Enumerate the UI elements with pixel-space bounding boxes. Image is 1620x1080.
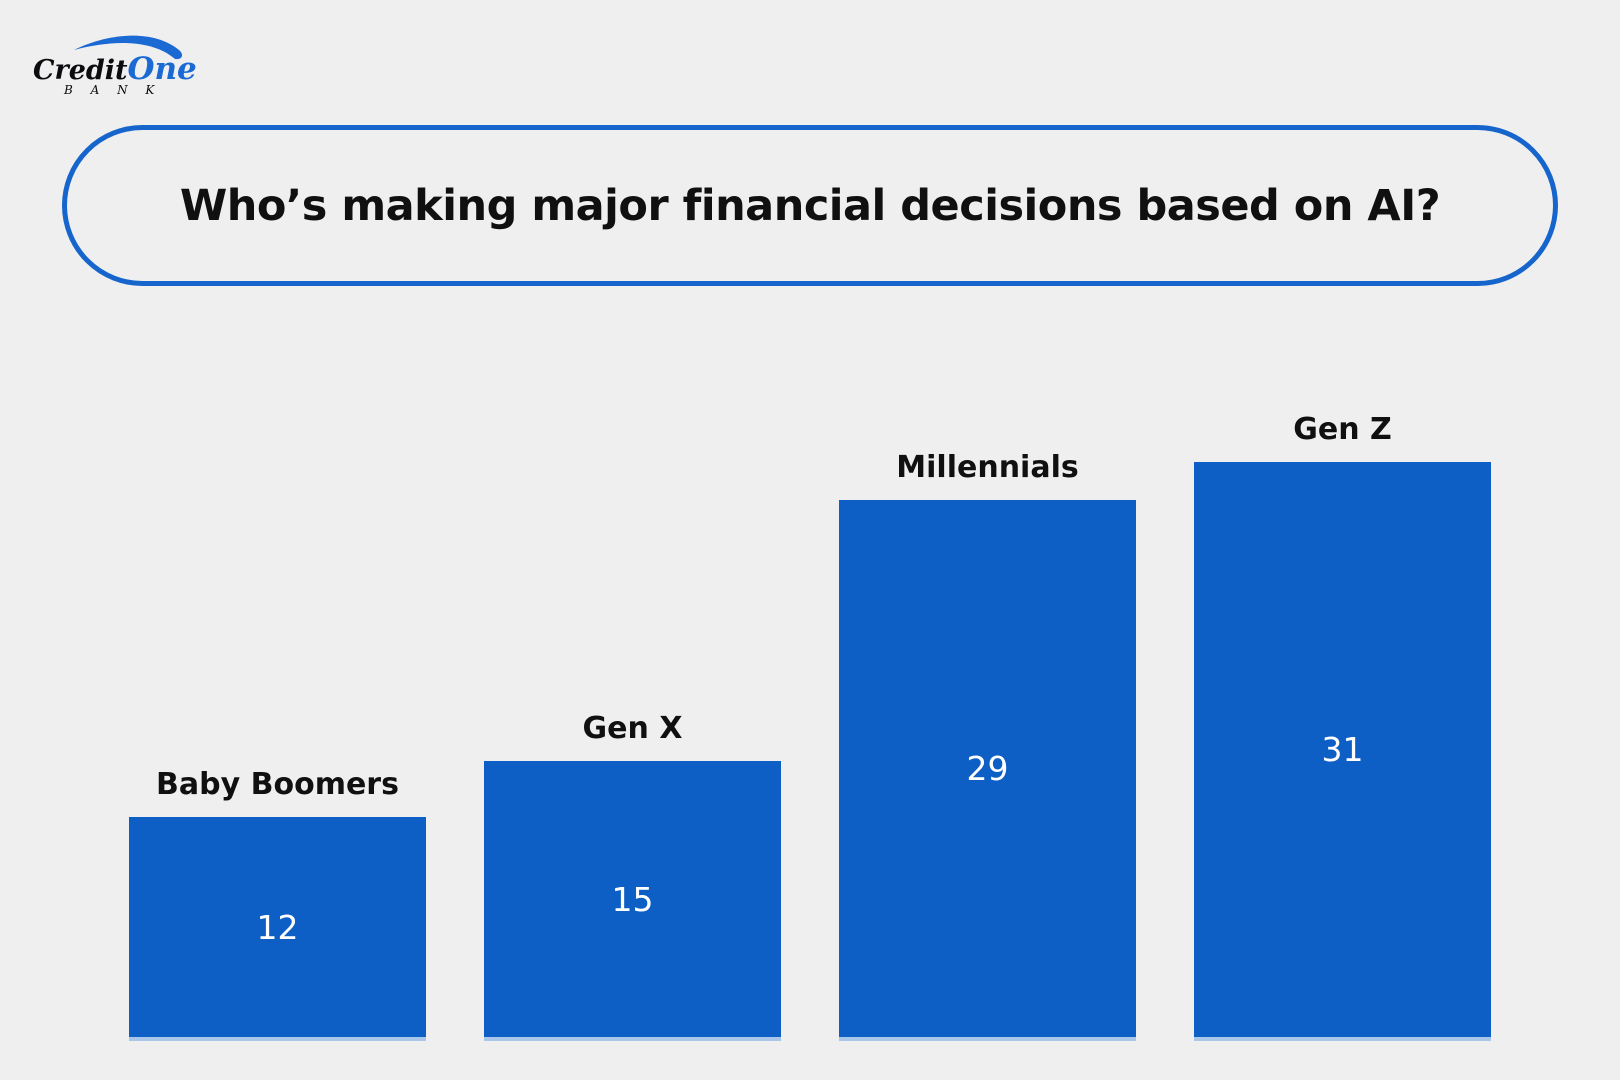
bar-value-baby-boomers: 12 <box>256 907 299 947</box>
bar-value-gen-z: 31 <box>1321 730 1364 769</box>
bar-label-millennials: Millennials <box>896 449 1079 485</box>
title-banner: Who’s making major financial decisions b… <box>62 125 1558 286</box>
credit-one-bank-logo: CreditOne® B A N K <box>28 30 209 100</box>
bar-label-baby-boomers: Baby Boomers <box>156 766 399 802</box>
bar-value-millennials: 29 <box>966 749 1009 788</box>
bar-label-gen-x: Gen X <box>582 710 683 746</box>
logo-swoosh-icon <box>74 35 183 60</box>
bar-value-gen-x: 15 <box>611 879 654 919</box>
logo-registered-mark: ® <box>197 52 198 66</box>
logo-graphic: CreditOne® B A N K <box>33 35 209 97</box>
bar-group-millennials: Millennials 29 <box>839 449 1136 1041</box>
page-title: Who’s making major financial decisions b… <box>179 180 1441 231</box>
svg-text:CreditOne®: CreditOne® <box>33 51 198 87</box>
bar-gen-z: 31 <box>1194 462 1491 1041</box>
logo-text-bank: B A N K <box>63 83 161 97</box>
logo-text-credit: Credit <box>33 55 128 86</box>
bar-millennials: 29 <box>839 500 1136 1041</box>
bar-baby-boomers: 12 <box>129 817 426 1041</box>
bar-group-gen-z: Gen Z 31 <box>1194 411 1491 1041</box>
bar-group-baby-boomers: Baby Boomers 12 <box>129 766 426 1041</box>
bar-group-gen-x: Gen X 15 <box>484 710 781 1041</box>
logo-text-one: One <box>128 51 197 87</box>
bar-gen-x: 15 <box>484 761 781 1041</box>
bar-label-gen-z: Gen Z <box>1293 411 1392 447</box>
bar-chart: Baby Boomers 12 Gen X 15 Millennials 29 … <box>129 411 1491 1041</box>
